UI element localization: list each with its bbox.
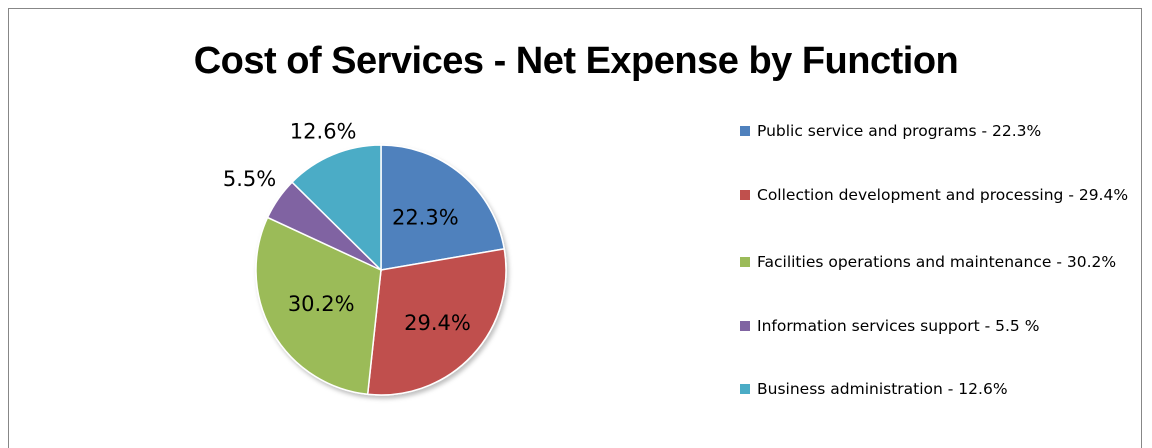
slice-data-label: 5.5% (223, 167, 276, 191)
legend-swatch (740, 384, 750, 394)
pie-slice (290, 144, 382, 272)
slice-data-label: 30.2% (288, 292, 355, 316)
legend-swatch (740, 126, 750, 136)
legend-label: Business administration - 12.6% (757, 380, 1008, 398)
chart-title: Cost of Services - Net Expense by Functi… (193, 40, 959, 82)
pie-slice (366, 248, 507, 396)
pie-slice (255, 216, 382, 396)
legend-item: Facilities operations and maintenance - … (740, 251, 1140, 273)
legend-label: Collection development and processing - … (757, 186, 1129, 204)
legend-item: Business administration - 12.6% (740, 378, 1140, 400)
pie-slice (380, 144, 506, 271)
legend-swatch (740, 257, 750, 267)
legend-item: Information services support - 5.5 % (740, 315, 1140, 337)
slice-data-label: 22.3% (392, 205, 459, 229)
slice-data-label: 29.4% (404, 311, 471, 335)
legend-item: Public service and programs - 22.3% (740, 120, 1140, 142)
slice-data-label: 12.6% (290, 120, 357, 144)
legend-label: Facilities operations and maintenance - … (757, 253, 1117, 271)
chart-frame (8, 8, 1142, 448)
legend-swatch (740, 321, 750, 331)
legend-label: Information services support - 5.5 % (757, 317, 1040, 335)
legend-swatch (740, 190, 750, 200)
legend-label: Public service and programs - 22.3% (757, 122, 1042, 140)
legend-item: Collection development and processing - … (740, 184, 1140, 206)
